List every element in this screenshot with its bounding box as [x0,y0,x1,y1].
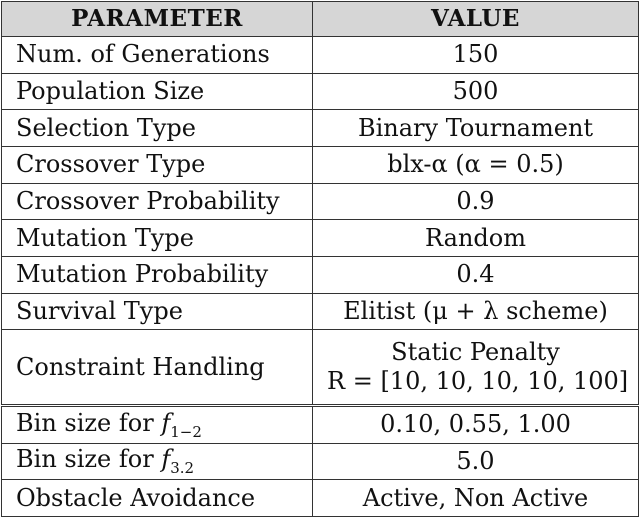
param-prefix: Bin size for [16,408,162,437]
value-cell: Elitist (μ + λ scheme) [312,292,639,331]
value-cell: Active, Non Active [312,479,639,517]
param-prefix: Bin size for [16,445,162,474]
value-cell: 500 [312,72,639,111]
table-row: Mutation Type Random [1,219,639,258]
table-row: Population Size 500 [1,72,639,111]
value-cell: 0.9 [312,182,639,221]
value-cell: 150 [312,36,639,74]
table-row: Survival Type Elitist (μ + λ scheme) [1,292,639,331]
param-cell: Mutation Type [1,219,313,258]
table-row: Crossover Type blx-α (α = 0.5) [1,146,639,184]
header-parameter: PARAMETER [1,1,313,37]
table-row: Constraint Handling Static Penalty R = [… [1,329,639,406]
param-cell: Bin size for f3.2 [1,442,313,481]
value-cell: Binary Tournament [312,109,639,148]
param-subscript: 3.2 [170,459,195,478]
value-cell: 0.4 [312,256,639,294]
table-row: Bin size for f3.2 5.0 [1,442,639,481]
param-cell: Crossover Type [1,146,313,184]
param-cell: Bin size for f1−2 [1,403,313,444]
value-line-1: Static Penalty [391,338,560,367]
param-symbol: f [161,408,171,437]
value-cell: blx-α (α = 0.5) [312,146,639,184]
table-row: Num. of Generations 150 [1,36,639,74]
value-cell: Static Penalty R = [10, 10, 10, 10, 100] [312,329,639,406]
param-cell: Selection Type [1,109,313,148]
param-cell: Constraint Handling [1,329,313,406]
param-cell: Mutation Probability [1,256,313,294]
param-cell: Population Size [1,72,313,111]
value-cell: 5.0 [312,442,639,481]
table-row: Obstacle Avoidance Active, Non Active [1,479,639,517]
header-value: VALUE [312,1,639,37]
param-cell: Num. of Generations [1,36,313,74]
value-cell: Random [312,219,639,258]
table-row: Selection Type Binary Tournament [1,109,639,148]
param-symbol: f [161,445,171,474]
param-cell: Obstacle Avoidance [1,479,313,517]
value-line-2: R = [10, 10, 10, 10, 100] [327,367,629,396]
table-row: Bin size for f1−2 0.10, 0.55, 1.00 [1,403,639,444]
header-row: PARAMETER VALUE [1,1,639,37]
value-cell: 0.10, 0.55, 1.00 [312,403,639,444]
param-subscript: 1−2 [170,422,202,441]
table-row: Mutation Probability 0.4 [1,256,639,294]
table-row: Crossover Probability 0.9 [1,182,639,221]
param-cell: Crossover Probability [1,182,313,221]
param-cell: Survival Type [1,292,313,331]
